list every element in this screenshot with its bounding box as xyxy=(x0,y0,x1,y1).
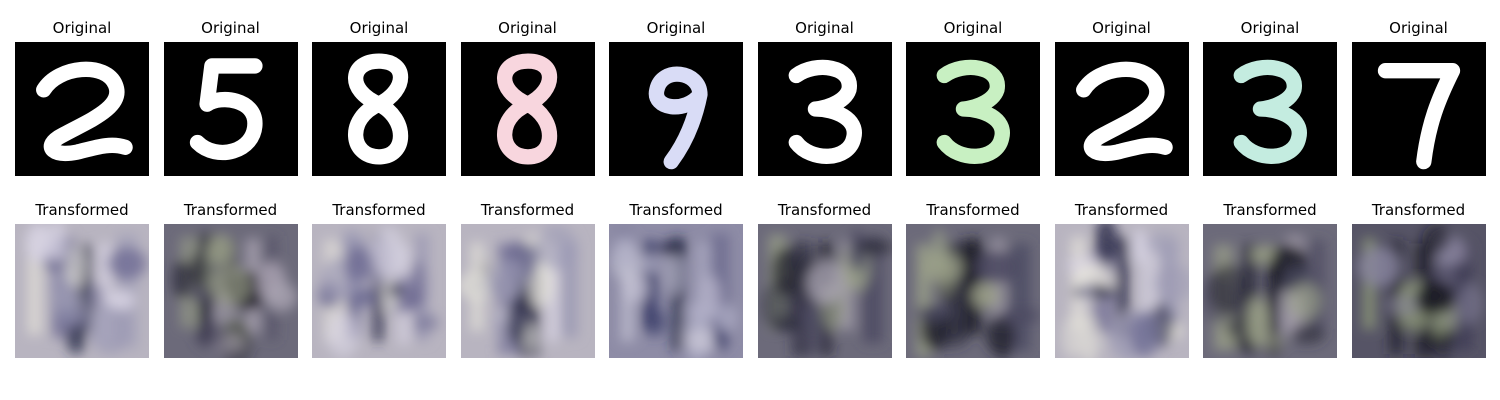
digit-stroke xyxy=(1075,61,1173,161)
digit-image xyxy=(1203,42,1337,176)
digit-stroke xyxy=(936,59,1010,164)
panel-title: Transformed xyxy=(332,201,426,219)
panel-title: Original xyxy=(795,19,854,37)
digit-stroke xyxy=(348,53,409,165)
panel-title: Original xyxy=(943,19,1003,37)
digit-image xyxy=(1054,42,1189,176)
panel-title: Transformed xyxy=(777,201,872,219)
digit-image xyxy=(460,42,595,176)
panel-title: Transformed xyxy=(1371,201,1466,219)
digit-stroke xyxy=(648,66,708,170)
panel-title: Transformed xyxy=(1223,201,1317,219)
digit-stroke xyxy=(189,58,263,160)
transformed-image xyxy=(609,224,743,358)
panel-title: Original xyxy=(1389,19,1448,37)
digit-image xyxy=(15,42,149,176)
panel-title: Original xyxy=(1092,19,1151,37)
digit-stroke xyxy=(496,53,557,165)
transformed-image xyxy=(757,224,892,358)
panel-title: Original xyxy=(498,19,557,37)
transformed-image xyxy=(1054,224,1189,358)
digit-stroke xyxy=(1233,59,1307,164)
digit-image xyxy=(906,42,1040,176)
panel-title: Original xyxy=(52,19,112,37)
panel-title: Transformed xyxy=(629,201,723,219)
panel-title: Original xyxy=(1240,19,1300,37)
digit-image xyxy=(609,42,743,176)
panel-title: Original xyxy=(646,19,706,37)
panel-title: Transformed xyxy=(183,201,278,219)
transformed-image xyxy=(906,224,1040,358)
digit-stroke xyxy=(1377,63,1460,170)
transformed-image xyxy=(460,224,595,358)
transformed-image xyxy=(163,224,298,358)
digit-image xyxy=(757,42,892,176)
transformed-image xyxy=(1203,224,1337,358)
transformed-image xyxy=(1351,224,1486,358)
digit-image xyxy=(312,42,446,176)
digit-image xyxy=(1351,42,1486,176)
digit-stroke xyxy=(788,59,862,164)
transformed-image xyxy=(312,224,446,358)
panel-title: Original xyxy=(201,19,260,37)
transformed-image xyxy=(15,224,149,358)
panel-title: Transformed xyxy=(480,201,575,219)
panel-title: Transformed xyxy=(35,201,129,219)
digit-image xyxy=(163,42,298,176)
panel-title: Original xyxy=(349,19,409,37)
panel-title: Transformed xyxy=(1074,201,1169,219)
digit-stroke xyxy=(36,61,133,161)
panel-title: Transformed xyxy=(926,201,1020,219)
